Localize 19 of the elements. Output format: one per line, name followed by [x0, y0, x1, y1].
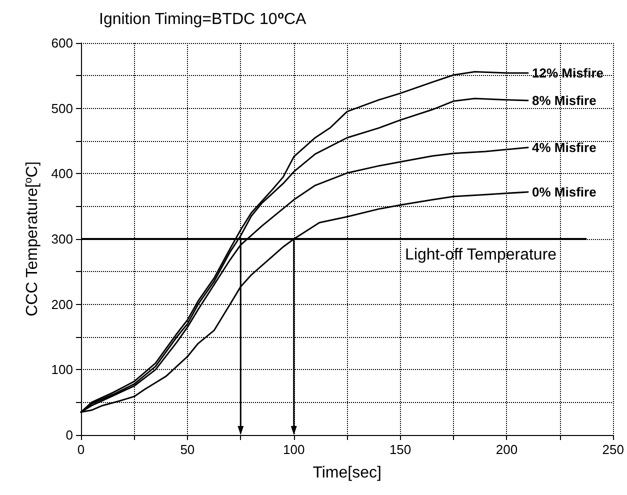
- ref-line-label: Light-off Temperature: [405, 246, 557, 264]
- x-tick-label: 250: [602, 442, 624, 457]
- x-tick-label: 100: [283, 442, 305, 457]
- y-tick-label: 100: [51, 362, 73, 378]
- series-label: 4% Misfire: [532, 140, 596, 156]
- y-tick-label: 200: [51, 296, 73, 312]
- x-tick-label: 0: [77, 442, 85, 457]
- x-tick-label: 50: [180, 442, 195, 457]
- x-tick-label: 200: [496, 442, 518, 457]
- x-tick-label: 150: [389, 442, 412, 457]
- y-tick-label: 300: [51, 232, 73, 246]
- series-label: 8% Misfire: [532, 92, 596, 108]
- y-tick-label: 400: [51, 166, 73, 182]
- y-axis-title: CCC Temperature[oC]: [23, 161, 41, 316]
- y-tick-label: 0: [66, 428, 73, 442]
- x-axis-title: Time[sec]: [312, 464, 382, 482]
- y-tick-label: 600: [51, 36, 73, 50]
- y-tick-label: 500: [51, 100, 73, 116]
- series-label: 0% Misfire: [532, 184, 596, 200]
